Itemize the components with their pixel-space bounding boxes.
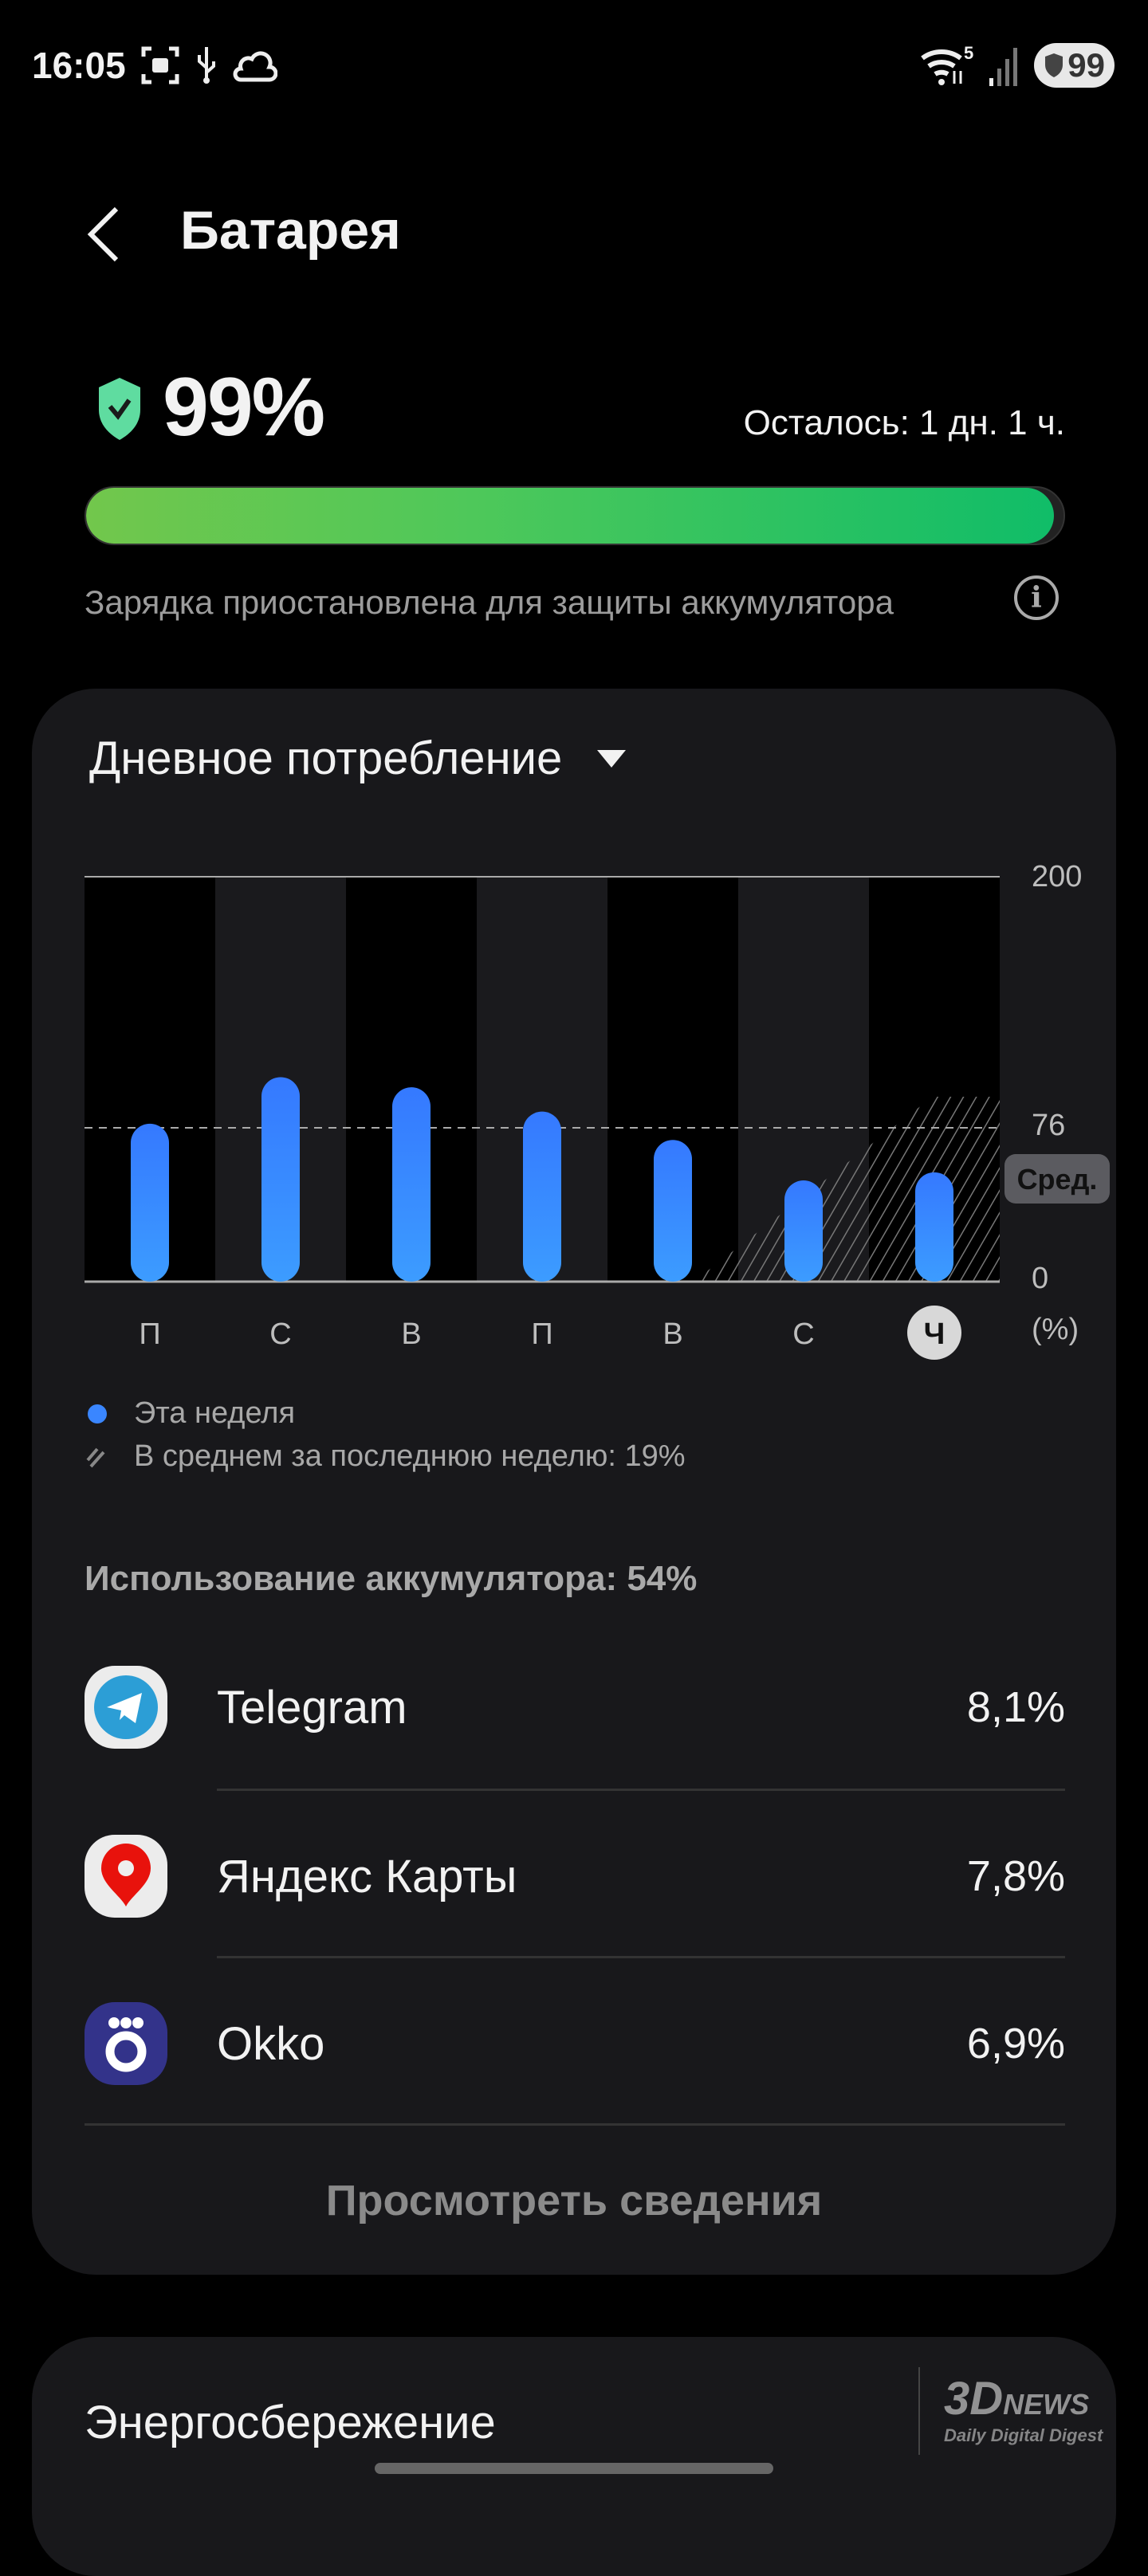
day-label[interactable]: Ч xyxy=(924,1317,946,1351)
bar-4[interactable] xyxy=(654,1140,692,1282)
battery-indicator: 99 xyxy=(1034,43,1115,88)
battery-percent: 99% xyxy=(163,361,325,454)
divider xyxy=(217,1789,1065,1791)
blue-dot-icon xyxy=(88,1404,107,1423)
time-remaining: Осталось: 1 дн. 1 ч. xyxy=(743,403,1065,442)
avg-badge-bg xyxy=(1005,1154,1110,1204)
battery-level-fill xyxy=(86,488,1054,544)
usb-icon xyxy=(197,47,215,84)
watermark-logo: 3DNEWS Daily Digital Digest xyxy=(944,2373,1103,2445)
wifi-badge: 5 xyxy=(964,43,974,63)
divider xyxy=(217,1956,1065,1958)
day-label[interactable]: В xyxy=(401,1317,421,1351)
power-saving-label: Энергосбережение xyxy=(85,2397,496,2448)
app-name: Яндекс Карты xyxy=(217,1850,517,1903)
legend-label: В среднем за последнюю неделю: 19% xyxy=(134,1439,686,1473)
app-usage: 7,8% xyxy=(966,1852,1065,1900)
usage-total: Использование аккумулятора: 54% xyxy=(85,1559,698,1598)
shield-check-icon xyxy=(99,378,140,440)
dropdown-arrow-icon xyxy=(597,749,627,768)
app-name: Okko xyxy=(217,2017,325,2070)
legend-this-week: Эта неделя xyxy=(85,1396,295,1431)
yandex-maps-icon xyxy=(85,1835,167,1918)
app-usage: 6,9% xyxy=(966,2020,1065,2067)
hatch-icon xyxy=(86,1447,105,1467)
app-row-yandex-maps[interactable]: Яндекс Карты 7,8% xyxy=(85,1835,1065,1918)
selected-day-highlight xyxy=(907,1306,961,1360)
day-label[interactable]: С xyxy=(792,1317,814,1351)
day-label[interactable]: В xyxy=(662,1317,682,1351)
avg-badge: Сред. xyxy=(1017,1163,1098,1196)
bar-6[interactable] xyxy=(915,1172,953,1282)
ytick-200: 200 xyxy=(1032,860,1082,893)
battery-level: 99 xyxy=(1067,46,1105,84)
y-unit: (%) xyxy=(1032,1313,1079,1346)
clock: 16:05 xyxy=(32,45,126,86)
period-dropdown[interactable]: Дневное потребление xyxy=(89,732,627,785)
page-title: Батарея xyxy=(180,200,401,261)
ytick-76: 76 xyxy=(1032,1109,1065,1142)
status-bar-right: 5 99 xyxy=(919,41,1115,89)
battery-protect-icon xyxy=(1045,53,1063,77)
chevron-left-icon[interactable] xyxy=(86,206,121,263)
bar-0[interactable] xyxy=(131,1123,169,1282)
bar-5[interactable] xyxy=(784,1180,823,1282)
bar-2[interactable] xyxy=(392,1087,431,1282)
screenshot-icon xyxy=(141,46,179,84)
charging-paused-note: Зарядка приостановлена для защиты аккуму… xyxy=(85,583,894,621)
usage-chart[interactable]: 200 76 0 Сред. (%) П С В П В С Ч xyxy=(0,845,1148,1371)
telegram-icon xyxy=(85,1666,167,1749)
app-usage: 8,1% xyxy=(966,1683,1065,1731)
ytick-0: 0 xyxy=(1032,1262,1048,1295)
bar-3[interactable] xyxy=(523,1111,561,1282)
status-bar-left: 16:05 xyxy=(32,41,277,89)
app-row-telegram[interactable]: Telegram 8,1% xyxy=(85,1666,1065,1749)
home-indicator[interactable] xyxy=(375,2463,773,2474)
day-label[interactable]: С xyxy=(269,1317,291,1351)
day-label[interactable]: П xyxy=(531,1317,552,1351)
app-name: Telegram xyxy=(217,1681,407,1734)
toggle-divider xyxy=(918,2367,920,2455)
bar-1[interactable] xyxy=(261,1077,300,1282)
day-label[interactable]: П xyxy=(139,1317,160,1351)
legend-label: Эта неделя xyxy=(134,1396,296,1430)
dropdown-label: Дневное потребление xyxy=(89,732,563,784)
cloud-icon xyxy=(233,51,277,82)
app-row-okko[interactable]: Okko 6,9% xyxy=(85,2002,1065,2085)
battery-level-bar xyxy=(85,486,1065,545)
divider xyxy=(85,2123,1065,2126)
view-details-button[interactable]: Просмотреть сведения xyxy=(325,2177,823,2225)
legend-average: В среднем за последнюю неделю: 19% xyxy=(85,1439,686,1474)
info-icon[interactable]: i xyxy=(1014,575,1059,620)
okko-icon xyxy=(85,2002,167,2085)
signal-icon xyxy=(989,48,1018,86)
wifi-icon xyxy=(921,49,962,85)
